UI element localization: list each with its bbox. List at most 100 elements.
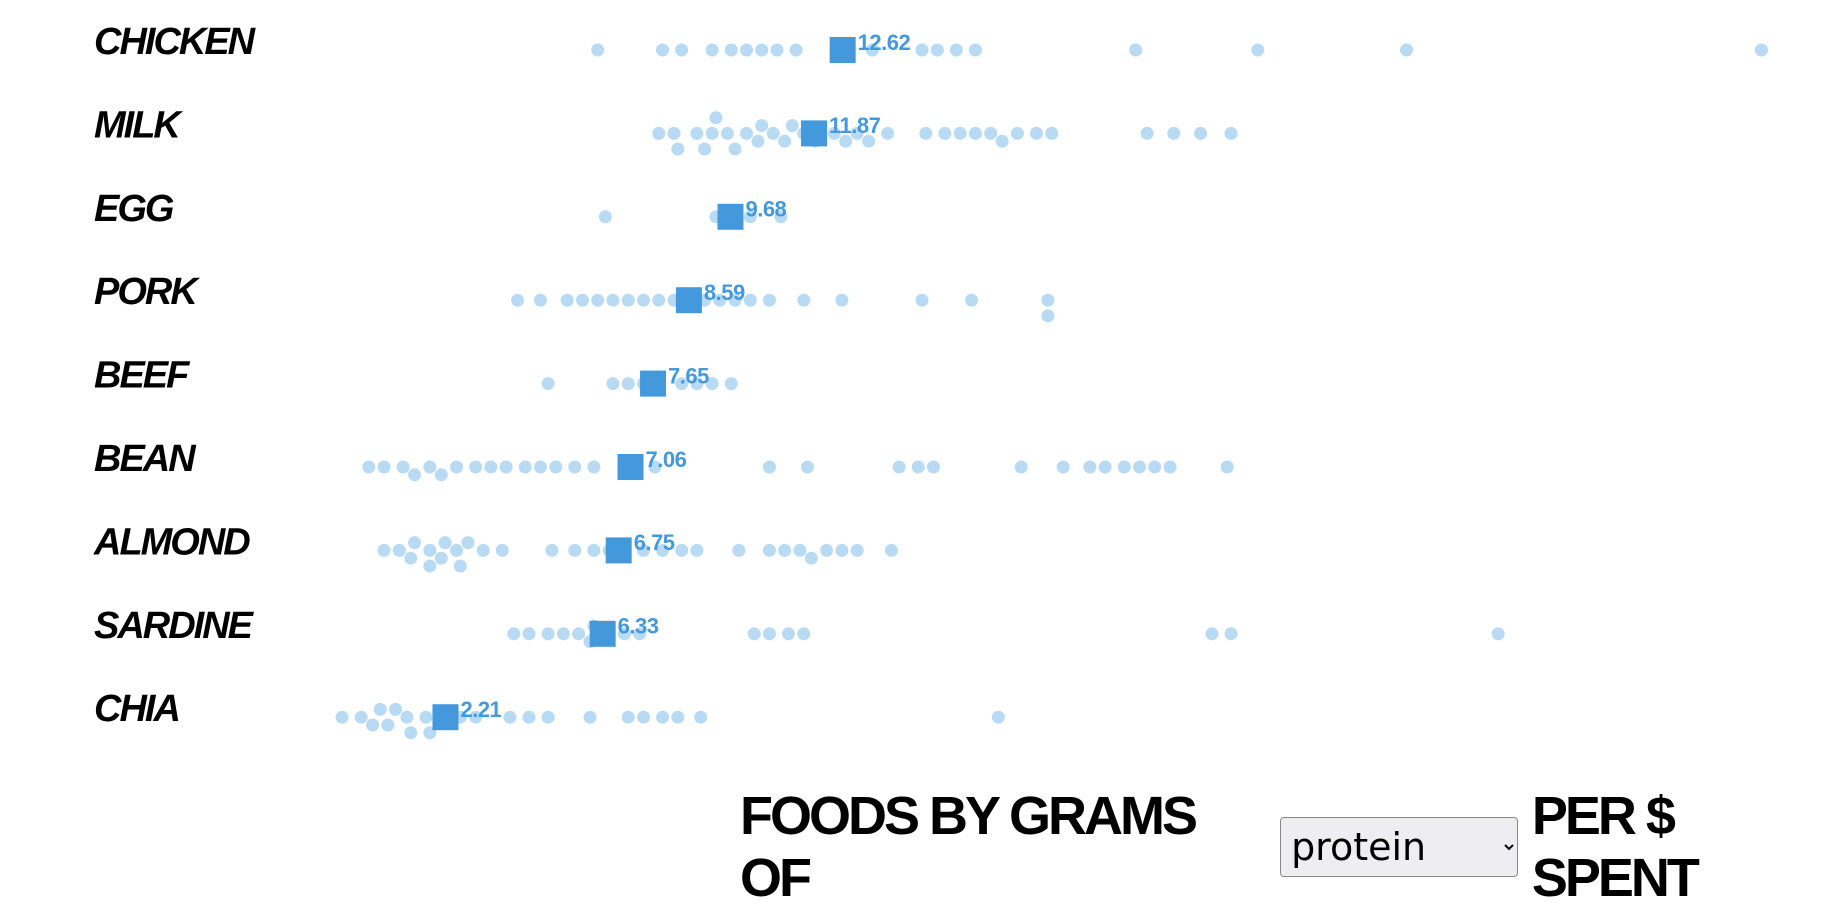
data-point <box>671 142 685 156</box>
data-point <box>545 543 559 557</box>
median-label: 11.87 <box>829 113 881 138</box>
median-marker <box>432 704 459 731</box>
data-point <box>533 460 547 474</box>
data-point <box>1041 309 1055 323</box>
chart: CHICKEN 12.62 MILK 11.87 EGG 9.68 PORK 8.59 BEEF… <box>93 21 1768 740</box>
data-point <box>984 126 998 140</box>
data-point <box>778 134 792 148</box>
data-point <box>518 460 532 474</box>
data-point <box>381 718 395 732</box>
data-point <box>675 43 689 57</box>
data-point <box>1140 126 1154 140</box>
median-label: 8.59 <box>704 280 745 305</box>
category-label: CHIA <box>94 688 179 730</box>
data-point <box>377 460 391 474</box>
data-point <box>740 126 754 140</box>
data-point <box>804 551 818 565</box>
median-marker <box>829 37 856 63</box>
median-marker <box>675 287 702 314</box>
data-point <box>541 377 555 391</box>
nutrient-select[interactable]: protein <box>1280 817 1518 877</box>
median-label: 6.33 <box>618 614 659 639</box>
data-point <box>572 627 586 641</box>
data-point <box>606 377 620 391</box>
data-point <box>778 543 792 557</box>
data-point <box>968 43 982 57</box>
category-label: BEEF <box>94 355 191 397</box>
data-point <box>591 43 605 57</box>
data-point <box>587 543 601 557</box>
data-point <box>392 543 406 557</box>
data-point <box>404 726 418 740</box>
data-point <box>408 536 422 550</box>
data-point <box>556 627 570 641</box>
median-label: 7.06 <box>646 447 687 472</box>
data-point <box>423 460 437 474</box>
data-point <box>606 293 620 307</box>
category-label: PORK <box>94 271 200 313</box>
data-point <box>1400 43 1414 57</box>
data-point <box>1224 126 1238 140</box>
data-point <box>1098 460 1112 474</box>
data-point <box>652 126 666 140</box>
data-point <box>423 559 437 573</box>
data-point <box>1083 460 1097 474</box>
data-point <box>743 210 757 224</box>
data-point <box>667 126 681 140</box>
data-point <box>522 627 536 641</box>
data-point <box>770 43 784 57</box>
data-point <box>373 702 387 716</box>
data-point <box>621 293 635 307</box>
data-point <box>469 460 483 474</box>
data-point <box>1132 460 1146 474</box>
data-point <box>453 559 467 573</box>
data-point <box>965 293 979 307</box>
median-marker <box>589 620 616 647</box>
data-point <box>732 543 746 557</box>
data-point <box>541 710 555 724</box>
data-point <box>747 627 761 641</box>
data-point <box>503 710 517 724</box>
data-point <box>1205 627 1219 641</box>
chart-title: FOODS BY GRAMS OF protein PER $ SPENT <box>740 786 1844 908</box>
data-point <box>434 551 448 565</box>
data-point <box>419 710 433 724</box>
data-point <box>354 710 368 724</box>
data-point <box>801 460 815 474</box>
data-point <box>705 126 719 140</box>
data-point <box>568 460 582 474</box>
data-point <box>743 293 757 307</box>
data-point <box>499 460 513 474</box>
data-point <box>698 142 712 156</box>
median-label: 6.75 <box>634 530 675 555</box>
median-label: 12.62 <box>858 30 911 55</box>
data-point <box>892 460 906 474</box>
data-point <box>400 710 414 724</box>
data-point <box>1491 627 1505 641</box>
data-point <box>919 126 933 140</box>
data-point <box>1224 627 1238 641</box>
data-point <box>720 126 734 140</box>
data-point <box>995 134 1009 148</box>
data-point <box>755 43 769 57</box>
median-label: 7.65 <box>668 363 709 388</box>
data-point <box>1045 126 1059 140</box>
data-point <box>781 627 795 641</box>
median-marker <box>801 120 828 147</box>
title-suffix: PER $ SPENT <box>1531 786 1700 908</box>
data-point <box>450 543 464 557</box>
data-point <box>1117 460 1131 474</box>
data-point <box>1129 43 1143 57</box>
data-point <box>949 43 963 57</box>
data-point <box>915 293 929 307</box>
data-point <box>1029 126 1043 140</box>
data-point <box>656 543 670 557</box>
data-point <box>575 293 589 307</box>
data-point <box>850 126 864 140</box>
data-point <box>495 543 509 557</box>
data-point <box>362 460 376 474</box>
data-point <box>1163 460 1177 474</box>
data-point <box>533 293 547 307</box>
data-point <box>839 134 853 148</box>
data-point <box>762 293 776 307</box>
